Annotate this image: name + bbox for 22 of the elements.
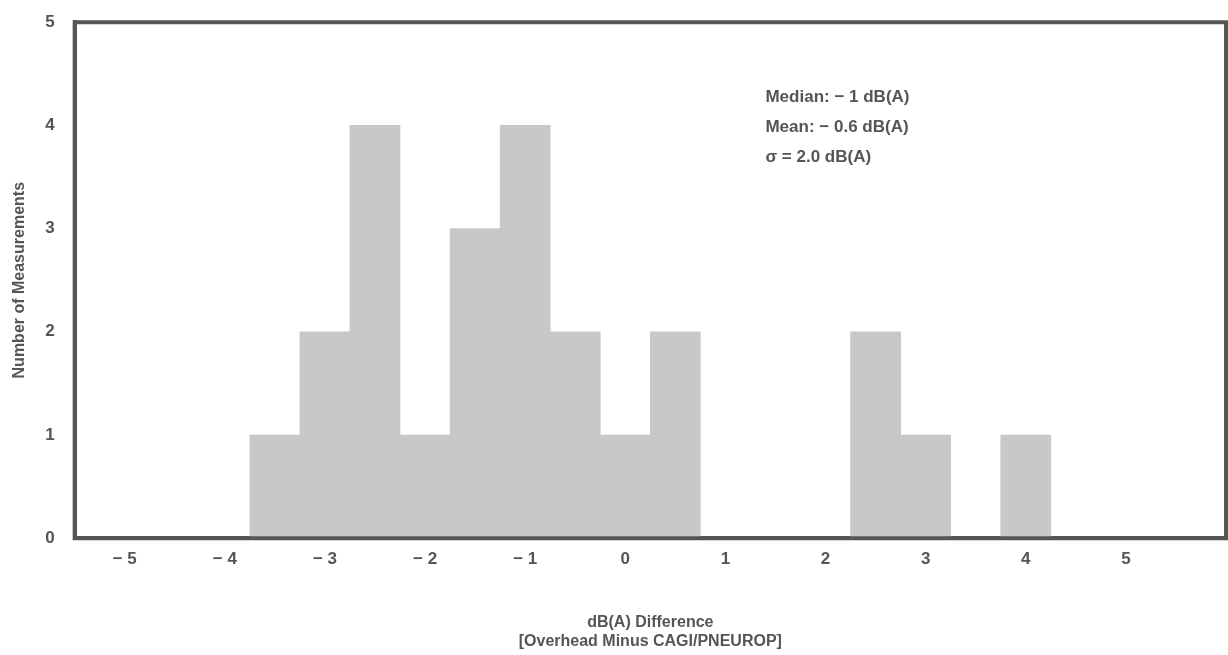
x-tick-label: − 1 (513, 549, 538, 569)
y-tick-label: 2 (45, 321, 55, 341)
y-axis-title: Number of Measurements (10, 181, 28, 379)
annotation: σ = 2.0 dB(A) (765, 146, 872, 166)
y-tick-label: 3 (45, 218, 55, 238)
x-tick-label: − 5 (112, 549, 137, 569)
x-tick-label: 1 (720, 549, 731, 569)
y-tick-label: 4 (45, 115, 56, 135)
y-tick-label: 1 (45, 424, 55, 444)
x-tick-label: − 2 (413, 549, 438, 569)
x-tick-label: − 4 (212, 549, 238, 569)
y-tick-label: 0 (45, 527, 55, 547)
x-tick-label: 5 (1121, 549, 1131, 569)
annotation: Mean: − 0.6 dB(A) (765, 116, 909, 136)
x-tick-label: − 3 (312, 549, 337, 569)
x-tick-label: 2 (820, 549, 831, 569)
annotation: Median: − 1 dB(A) (765, 86, 910, 106)
x-tick-label: 3 (920, 549, 931, 569)
x-axis-title: dB(A) Difference [Overhead Minus CAGI/PNEUROP] (518, 612, 782, 649)
y-tick-label: 5 (45, 11, 55, 31)
x-tick-label: 4 (1021, 549, 1032, 569)
x-tick-label: 0 (620, 549, 631, 569)
